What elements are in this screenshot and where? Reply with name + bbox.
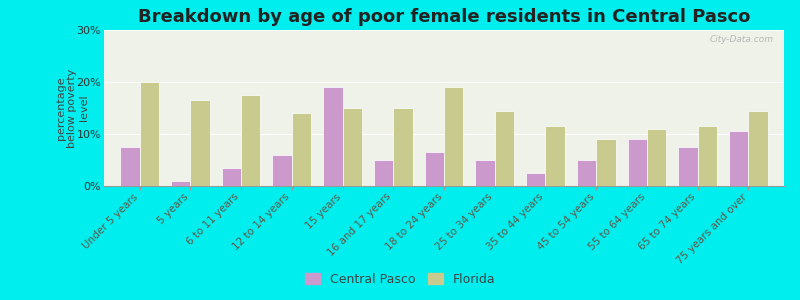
Bar — [190, 100, 210, 186]
Bar — [241, 95, 260, 186]
Bar — [374, 160, 394, 186]
Bar — [120, 147, 139, 186]
Bar — [577, 160, 596, 186]
Bar — [698, 126, 717, 186]
Bar — [546, 126, 565, 186]
Bar — [323, 87, 342, 186]
Text: City-Data.com: City-Data.com — [710, 35, 774, 44]
Bar — [494, 111, 514, 186]
Title: Breakdown by age of poor female residents in Central Pasco: Breakdown by age of poor female resident… — [138, 8, 750, 26]
Legend: Central Pasco, Florida: Central Pasco, Florida — [300, 268, 500, 291]
Bar — [729, 131, 749, 186]
Bar — [475, 160, 494, 186]
Bar — [342, 108, 362, 186]
Bar — [222, 168, 241, 186]
Bar — [628, 139, 647, 186]
Bar — [139, 82, 159, 186]
Bar — [526, 173, 546, 186]
Bar — [425, 152, 444, 186]
Bar — [444, 87, 463, 186]
Bar — [292, 113, 311, 186]
Bar — [749, 111, 768, 186]
Bar — [647, 129, 666, 186]
Y-axis label: percentage
below poverty
level: percentage below poverty level — [56, 68, 89, 148]
Bar — [596, 139, 615, 186]
Bar — [394, 108, 413, 186]
Bar — [273, 155, 292, 186]
Bar — [171, 181, 190, 186]
Bar — [678, 147, 698, 186]
